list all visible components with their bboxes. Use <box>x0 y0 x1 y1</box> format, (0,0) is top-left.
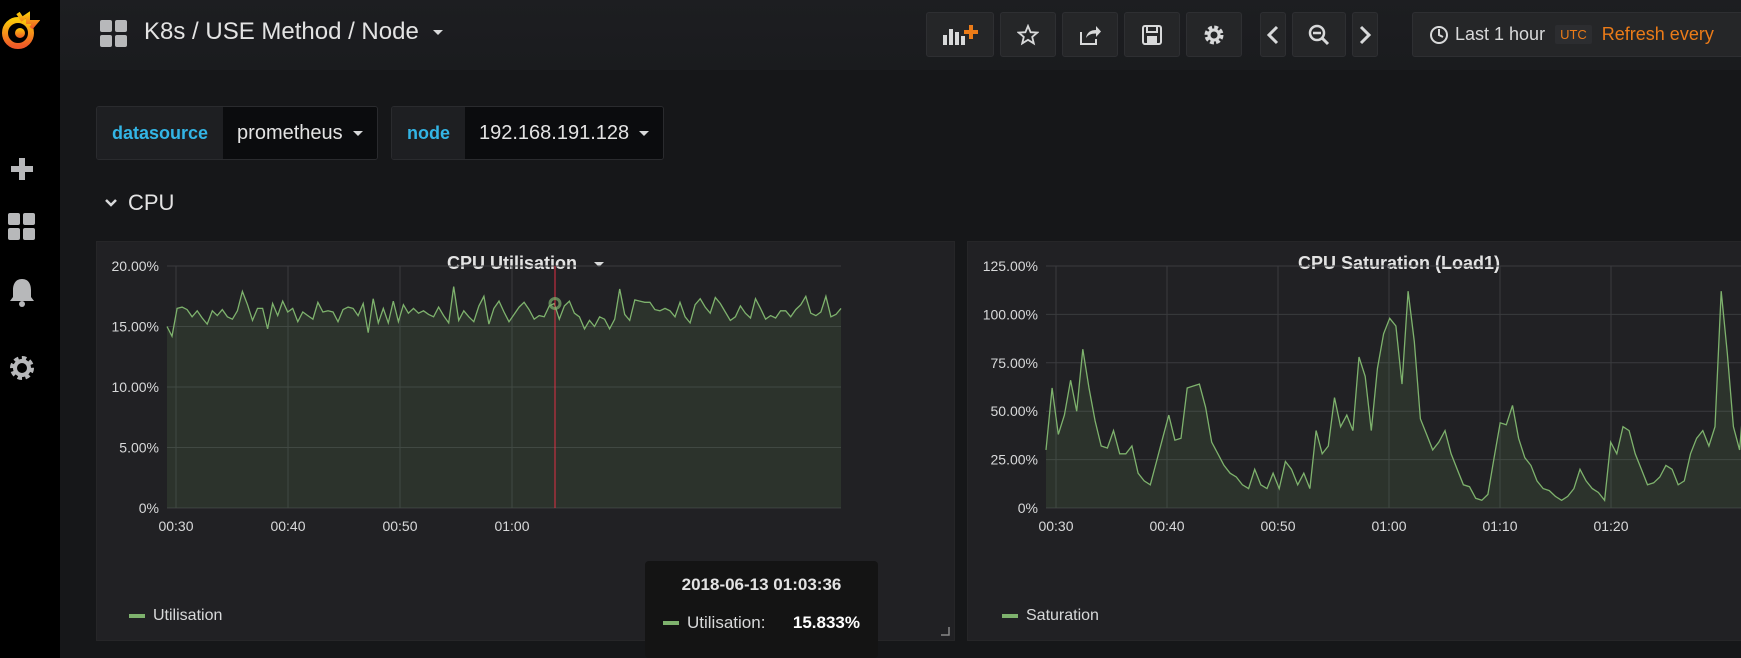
panel-cpu-saturation: CPU Saturation (Load1) 125.00% 100.00% 75.… <box>967 241 1741 641</box>
series-area <box>167 286 841 508</box>
panel-title[interactable]: CPU Utilisation <box>97 253 954 274</box>
row-title: CPU <box>128 190 175 215</box>
dashboard-grid-icon[interactable] <box>100 20 128 48</box>
gear-icon <box>1204 25 1224 44</box>
legend-item[interactable]: Utilisation <box>129 607 222 625</box>
legend-swatch <box>663 621 679 625</box>
share-button[interactable] <box>1062 12 1118 57</box>
x-tick-label: 00:50 <box>1260 518 1295 534</box>
panel-title[interactable]: CPU Saturation (Load1) <box>968 253 1741 274</box>
x-tick-label: 01:20 <box>1593 518 1628 534</box>
variable-node: node 192.168.191.128 <box>391 106 665 160</box>
tooltip-series-name: Utilisation: <box>687 613 766 632</box>
x-tick-label: 00:50 <box>382 518 417 534</box>
y-tick-label: 75.00% <box>991 355 1038 371</box>
y-tick-label: 5.00% <box>119 440 159 456</box>
resize-handle-icon[interactable] <box>940 626 950 636</box>
y-tick-label: 100.00% <box>983 306 1038 322</box>
legend-label: Saturation <box>1026 607 1099 624</box>
chevron-down-icon <box>639 130 650 136</box>
time-back-button[interactable] <box>1260 12 1286 57</box>
legend-label: Utilisation <box>153 607 223 624</box>
x-tick-label: 01:10 <box>1482 518 1517 534</box>
add-panel-icon <box>943 24 978 45</box>
add-panel-button[interactable] <box>926 12 994 57</box>
star-button[interactable] <box>1000 12 1056 57</box>
cpu-utilisation-chart[interactable]: 20.00% 15.00% 10.00% 5.00% 0% 00:30 00:40 00:50… <box>97 242 956 642</box>
clock-icon <box>1430 25 1448 44</box>
node-select[interactable]: 192.168.191.128 <box>465 107 664 159</box>
variable-label: node <box>392 107 465 159</box>
zoom-out-icon <box>1308 24 1330 45</box>
dashboard-title-text: K8s / USE Method / Node <box>144 18 419 45</box>
panel-title-text: CPU Utilisation <box>446 253 577 273</box>
x-tick-label: 01:00 <box>1371 518 1406 534</box>
configuration-gear-icon[interactable] <box>4 350 40 386</box>
x-tick-label: 00:40 <box>1149 518 1184 534</box>
chevron-right-icon <box>1359 25 1372 44</box>
series-area <box>1046 291 1741 508</box>
chevron-down-icon <box>105 199 117 207</box>
dashboard-title[interactable]: K8s / USE Method / Node <box>144 18 444 46</box>
x-tick-label: 01:00 <box>494 518 529 534</box>
y-tick-label: 20.00% <box>112 258 159 274</box>
y-tick-label: 125.00% <box>983 258 1038 274</box>
star-icon <box>1017 23 1039 45</box>
x-tick-label: 00:30 <box>158 518 193 534</box>
zoom-out-button[interactable] <box>1292 12 1346 57</box>
datasource-select[interactable]: prometheus <box>223 107 377 159</box>
settings-button[interactable] <box>1186 12 1242 57</box>
y-tick-label: 10.00% <box>112 379 159 395</box>
chevron-down-icon <box>433 30 444 36</box>
hover-point <box>548 297 562 311</box>
x-tick-label: 00:30 <box>1038 518 1073 534</box>
alerting-bell-icon[interactable] <box>4 274 40 310</box>
panel-title-text: CPU Saturation (Load1) <box>1297 253 1500 273</box>
timezone-badge: UTC <box>1555 25 1592 44</box>
refresh-label[interactable]: Refresh every <box>1601 24 1714 44</box>
create-plus-icon[interactable] <box>4 151 40 187</box>
chevron-down-icon <box>352 130 363 136</box>
cpu-saturation-chart[interactable]: 125.00% 100.00% 75.00% 50.00% 25.00% 0%00:30 0… <box>968 242 1741 642</box>
y-tick-label: 0% <box>1018 500 1038 516</box>
save-icon <box>1142 24 1162 45</box>
sidebar <box>0 0 60 658</box>
top-navbar: K8s / USE Method / Node <box>60 0 1741 70</box>
grafana-logo-icon[interactable] <box>0 9 41 53</box>
variable-datasource: datasource prometheus <box>96 106 378 160</box>
time-forward-button[interactable] <box>1352 12 1378 57</box>
save-button[interactable] <box>1124 12 1180 57</box>
chevron-left-icon <box>1266 25 1279 44</box>
series-line <box>166 286 842 339</box>
tooltip-series-row: Utilisation: 15.833% <box>663 613 860 633</box>
y-tick-label: 0% <box>139 500 159 516</box>
time-picker[interactable]: Last 1 hour UTC Refresh every <box>1412 12 1741 57</box>
y-tick-label: 50.00% <box>991 403 1038 419</box>
tooltip-value: 15.833% <box>792 613 860 632</box>
variable-value: 192.168.191.128 <box>479 121 630 144</box>
chevron-down-icon <box>594 261 605 267</box>
tooltip-time: 2018-06-13 01:03:36 <box>681 575 842 594</box>
legend-swatch <box>129 614 145 618</box>
legend-item[interactable]: Saturation <box>1002 607 1099 625</box>
share-icon <box>1080 25 1101 45</box>
variable-label: datasource <box>97 107 224 159</box>
legend-swatch <box>1002 614 1018 618</box>
y-tick-label: 15.00% <box>112 319 159 335</box>
time-range-label: Last 1 hour <box>1455 24 1546 44</box>
y-tick-label: 25.00% <box>991 452 1038 468</box>
dashboards-icon[interactable] <box>4 209 40 245</box>
graph-tooltip: 2018-06-13 01:03:36 Utilisation: 15.833% <box>645 561 878 658</box>
x-tick-label: 00:40 <box>270 518 305 534</box>
series-line <box>1045 291 1741 502</box>
row-header-cpu[interactable]: CPU <box>104 190 174 216</box>
variable-value: prometheus <box>237 121 343 144</box>
